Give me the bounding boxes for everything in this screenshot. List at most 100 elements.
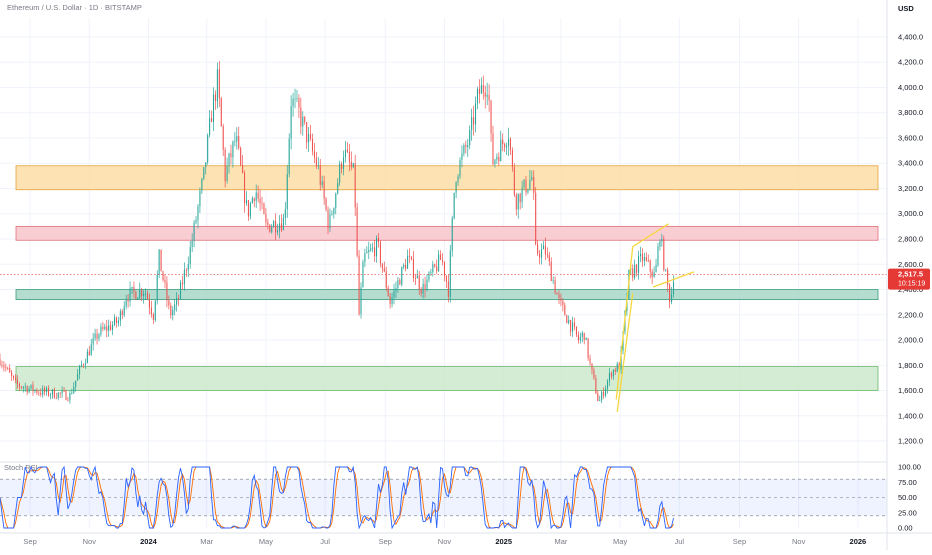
current-price: 2,517.5 — [898, 270, 923, 279]
candle-body — [476, 88, 478, 104]
stoch-tick-label: 0.00 — [898, 524, 913, 533]
price-tick-label: 3,600.0 — [898, 133, 923, 142]
candle-body — [236, 136, 238, 142]
candle-body — [82, 364, 84, 366]
price-tick-label: 1,200.0 — [898, 437, 923, 446]
candle-body — [377, 237, 380, 243]
candle-body — [32, 384, 34, 392]
candle-body — [556, 292, 558, 295]
candle-body — [395, 287, 397, 291]
candle-body — [566, 315, 568, 324]
candle-body — [311, 138, 314, 152]
candle-body — [143, 293, 145, 297]
candle-body — [251, 198, 253, 204]
candle-body — [509, 138, 511, 151]
candle-body — [179, 282, 182, 299]
candle-body — [529, 179, 531, 189]
candle-body — [471, 117, 473, 130]
stoch-tick-label: 75.00 — [898, 478, 917, 487]
candle-body — [209, 118, 211, 136]
candle-body — [383, 268, 385, 272]
candle-body — [407, 255, 409, 269]
candle-body — [665, 269, 667, 271]
candle-body — [599, 400, 601, 401]
candle-body — [150, 307, 152, 315]
candle-body — [672, 281, 675, 295]
candle-body — [133, 286, 135, 292]
candle-body — [329, 214, 331, 229]
candle-body — [519, 193, 521, 203]
candle-body — [7, 367, 9, 369]
candle-body — [53, 389, 55, 398]
candle-body — [341, 163, 343, 169]
candle-body — [655, 265, 657, 273]
candle-body — [261, 203, 263, 205]
candle-body — [418, 275, 420, 290]
trendlines — [615, 223, 695, 413]
price-tick-label: 3,200.0 — [898, 184, 923, 193]
candle-body — [597, 393, 599, 401]
candle-body — [591, 363, 593, 370]
currency-label[interactable]: USD — [898, 4, 914, 13]
candle-body — [632, 268, 634, 278]
candle-body — [172, 310, 174, 316]
candle-body — [506, 145, 508, 148]
candle-body — [170, 305, 172, 316]
candle-body — [117, 320, 119, 324]
time-tick-label: Nov — [438, 537, 452, 546]
candle-body — [22, 387, 24, 389]
candle-body — [575, 326, 577, 335]
candle-body — [451, 218, 453, 251]
candle-body — [234, 141, 236, 143]
candle-body — [224, 149, 226, 182]
candle-body — [257, 192, 259, 199]
candle-body — [579, 336, 581, 341]
candle-body — [348, 151, 350, 162]
candle-body — [667, 269, 669, 285]
candle-body — [343, 157, 345, 169]
candle-body — [416, 275, 418, 279]
candle-body — [226, 166, 228, 182]
candle-body — [178, 298, 180, 299]
candle-body — [302, 116, 304, 127]
candle-body — [515, 195, 517, 210]
price-tick-label: 1,600.0 — [898, 386, 923, 395]
candle-body — [121, 311, 123, 316]
candle-body — [354, 163, 356, 208]
candle-body — [426, 279, 428, 291]
candle-body — [125, 299, 127, 307]
candle-body — [98, 334, 100, 339]
candle-body — [203, 167, 205, 179]
candle-body — [647, 260, 649, 262]
stoch-rsi-panel — [0, 465, 887, 530]
candle-body — [139, 289, 141, 298]
candle-body — [275, 221, 277, 233]
candle-body — [86, 351, 88, 364]
candle-body — [533, 176, 535, 193]
time-tick-label: Sep — [733, 537, 746, 546]
candle-body — [366, 251, 368, 254]
candle-body — [218, 69, 220, 99]
zone-support-teal — [15, 289, 879, 301]
candle-body — [587, 338, 589, 359]
time-tick-label: Jul — [320, 537, 330, 546]
price-tick-label: 2,600.0 — [898, 260, 923, 269]
candle-body — [207, 135, 209, 163]
candle-body — [494, 159, 496, 165]
candle-body — [187, 264, 189, 271]
chart-title: Ethereum / U.S. Dollar · 1D · BITSTAMP — [7, 3, 142, 12]
candle-body — [90, 344, 92, 356]
candle-body — [544, 245, 546, 255]
candle-body — [61, 390, 63, 394]
candle-body — [131, 286, 133, 289]
candle-body — [488, 94, 490, 101]
candle-body — [158, 249, 160, 275]
candle-body — [1, 364, 3, 366]
candle-body — [211, 118, 213, 122]
candle-body — [113, 317, 116, 325]
time-tick-label: May — [259, 537, 273, 546]
candle-body — [496, 156, 498, 160]
candle-body — [434, 264, 436, 267]
candle-body — [205, 162, 207, 168]
